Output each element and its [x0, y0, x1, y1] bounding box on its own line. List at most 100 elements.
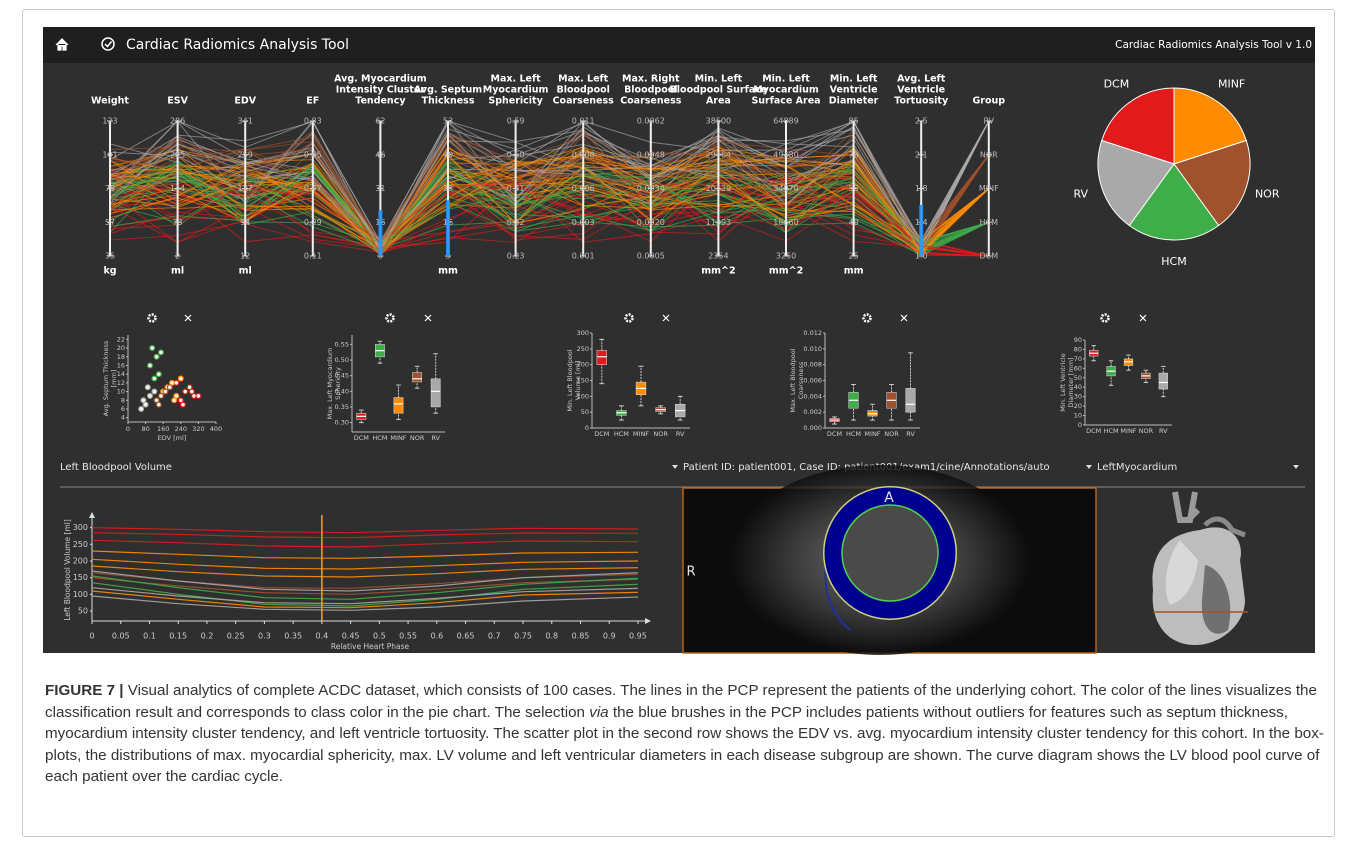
pcp-axis-label: Sphericity [488, 96, 543, 107]
y-tick-label: 0.008 [803, 361, 822, 369]
orientation-anterior: A [884, 490, 894, 506]
pcp-tick-label: 25 [849, 252, 859, 261]
x-tick-label: DCM [1086, 427, 1101, 435]
pcp-axis-label: Group [973, 96, 1006, 107]
scatter-point [139, 407, 144, 412]
y-axis-label: Min. Left Ventricle [1059, 353, 1067, 411]
y-tick-label: 18 [117, 353, 125, 361]
y-tick-label: 0.010 [803, 345, 822, 353]
x-tick-label: NOR [410, 434, 425, 442]
pcp-axis-label: Min. Left [830, 74, 878, 85]
y-tick-label: 0.006 [803, 377, 822, 385]
pcp-tick-label: 0.003 [572, 218, 595, 227]
x-tick-label: 400 [210, 425, 222, 433]
pcp-tick-label: 0.011 [572, 117, 595, 126]
pcp-tick-label: 62 [375, 117, 385, 126]
pcp-axis-label: Ventricle [830, 85, 878, 96]
y-tick-label: 80 [1074, 345, 1082, 353]
y-tick-label: 0.012 [803, 329, 822, 337]
y-axis-label: Left Bloodpool Volume [ml] [63, 519, 72, 621]
pcp-axis-label: Diameter [829, 96, 879, 107]
scatter-point [148, 363, 153, 368]
pcp-unit: mm^2 [769, 266, 803, 277]
x-tick-label: DCM [354, 434, 369, 442]
y-tick-label: 8 [121, 396, 125, 404]
x-tick-label: 320 [192, 425, 204, 433]
caption-italic: via [589, 704, 608, 721]
pcp-tick-label: 286 [170, 117, 185, 126]
y-tick-label: 100 [73, 590, 88, 599]
mri-endocardium [842, 505, 938, 601]
pcp-tick-label: 70 [849, 150, 859, 159]
scatter-point [183, 389, 188, 394]
pcp-tick-label: 55 [849, 184, 859, 193]
pie-label: MINF [1218, 78, 1245, 91]
y-tick-label: 10 [1074, 412, 1082, 420]
box [412, 373, 421, 382]
scatter-point [156, 402, 161, 407]
app-screenshot: Cardiac Radiomics Analysis Tool Cardiac … [0, 0, 1358, 680]
x-tick-label: RV [906, 430, 915, 438]
x-tick-label: MINF [864, 430, 880, 438]
y-tick-label: 300 [73, 523, 88, 532]
scatter-point [145, 385, 150, 390]
scatter-point [150, 346, 155, 351]
pcp-tick-label: 0.41 [507, 184, 525, 193]
app-version: Cardiac Radiomics Analysis Tool v 1.0 [1115, 39, 1312, 51]
pcp-tick-label: 215 [170, 150, 185, 159]
x-tick-label: RV [676, 430, 685, 438]
pcp-axis-label: EF [306, 96, 319, 107]
feature-select[interactable]: Left Bloodpool Volume [60, 462, 172, 473]
x-tick-label: 0.35 [284, 632, 302, 641]
y-tick-label: 0.35 [335, 403, 349, 411]
orientation-right: R [686, 565, 695, 580]
x-tick-label: RV [431, 434, 440, 442]
x-tick-label: 0.25 [227, 632, 245, 641]
y-tick-label: 300 [577, 329, 589, 337]
x-tick-label: RV [1159, 427, 1168, 435]
x-tick-label: 0.95 [629, 632, 647, 641]
pcp-tick-label: 35 [105, 252, 115, 261]
box [906, 388, 916, 412]
pcp-axis-label: Avg. Myocardium [334, 74, 427, 85]
x-tick-label: 0.4 [316, 632, 329, 641]
x-tick-label: HCM [846, 430, 861, 438]
x-tick-label: 0.45 [342, 632, 360, 641]
pcp-axis-label: Min. Left [762, 74, 810, 85]
pcp-tick-label: 12 [240, 252, 250, 261]
pcp-tick-label: 101 [102, 150, 117, 159]
x-tick-label: 0.05 [112, 632, 130, 641]
x-tick-label: MINF [390, 434, 406, 442]
pcp-tick-label: 0.0048 [637, 150, 665, 159]
x-tick-label: 0.6 [430, 632, 443, 641]
pcp-axis-label: Max. Right [622, 74, 680, 85]
y-axis-label: Max. Left Bloodpool [789, 348, 797, 412]
y-tick-label: 0.30 [335, 419, 349, 427]
figure-caption: FIGURE 7 | Visual analytics of complete … [45, 680, 1325, 788]
pcp-tick-label: 46 [375, 150, 385, 159]
pcp-tick-label: 177 [238, 184, 253, 193]
pcp-tick-label: 94 [240, 218, 250, 227]
pcp-axis-label: Max. Left [491, 74, 542, 85]
x-tick-label: DCM [594, 430, 609, 438]
scatter-point [159, 350, 164, 355]
pcp-axis-label: Avg. Left [897, 74, 946, 85]
y-tick-label: 90 [1074, 336, 1082, 344]
brush [378, 210, 382, 256]
y-tick-label: 10 [117, 388, 125, 396]
pcp-tick-label: RV [984, 117, 995, 126]
pcp-tick-label: 31 [375, 184, 385, 193]
scatter-point [141, 398, 146, 403]
y-axis-label: Volume [ml] [574, 361, 582, 400]
scatter-point [189, 389, 194, 394]
pcp-tick-label: 0.006 [572, 184, 595, 193]
pcp-axis-label: ESV [167, 96, 188, 107]
x-tick-label: 0.2 [201, 632, 214, 641]
structure-select[interactable]: LeftMyocardium [1097, 462, 1177, 473]
y-tick-label: 0.002 [803, 408, 822, 416]
x-tick-label: 240 [175, 425, 187, 433]
x-tick-label: HCM [614, 430, 629, 438]
y-tick-label: 250 [73, 540, 88, 549]
pcp-tick-label: MINF [979, 184, 999, 193]
pcp-tick-label: 85 [849, 117, 859, 126]
